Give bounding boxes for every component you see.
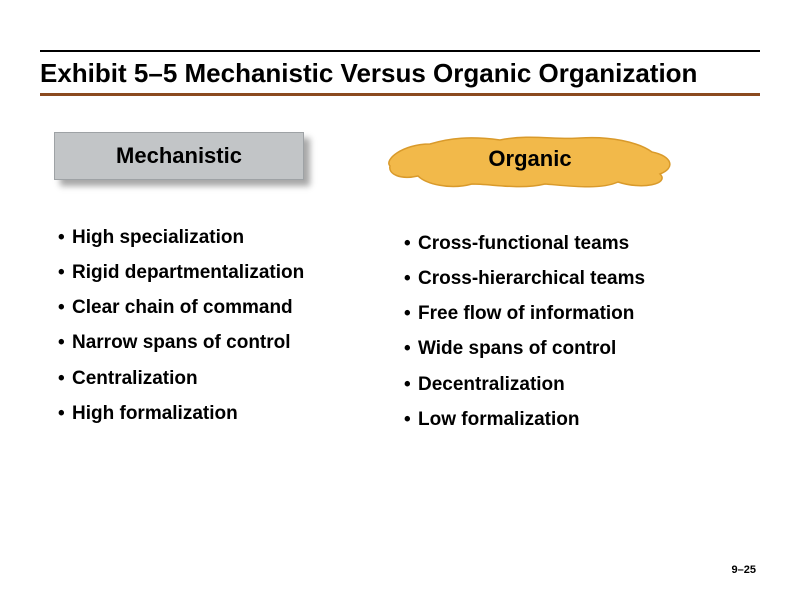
organic-header: Organic bbox=[380, 132, 680, 192]
list-item: Free flow of information bbox=[404, 296, 746, 331]
columns: Mechanistic High specialization Rigid de… bbox=[40, 132, 760, 437]
list-item: High formalization bbox=[58, 396, 400, 431]
list-item: Low formalization bbox=[404, 402, 746, 437]
list-item: Clear chain of command bbox=[58, 290, 400, 325]
page-number: 9–25 bbox=[732, 564, 756, 576]
organic-column: Organic Cross-functional teams Cross-hie… bbox=[400, 132, 746, 437]
title-rule: Exhibit 5–5 Mechanistic Versus Organic O… bbox=[40, 50, 760, 96]
list-item: Cross-functional teams bbox=[404, 226, 746, 261]
mechanistic-list: High specialization Rigid departmentaliz… bbox=[54, 220, 400, 431]
list-item: Decentralization bbox=[404, 367, 746, 402]
organic-header-label: Organic bbox=[380, 146, 680, 172]
list-item: High specialization bbox=[58, 220, 400, 255]
mechanistic-column: Mechanistic High specialization Rigid de… bbox=[54, 132, 400, 437]
list-item: Cross-hierarchical teams bbox=[404, 261, 746, 296]
list-item: Narrow spans of control bbox=[58, 325, 400, 360]
exhibit-title: Exhibit 5–5 Mechanistic Versus Organic O… bbox=[40, 58, 760, 89]
list-item: Wide spans of control bbox=[404, 331, 746, 366]
mechanistic-header: Mechanistic bbox=[54, 132, 304, 180]
list-item: Centralization bbox=[58, 361, 400, 396]
list-item: Rigid departmentalization bbox=[58, 255, 400, 290]
organic-list: Cross-functional teams Cross-hierarchica… bbox=[400, 226, 746, 437]
slide: Exhibit 5–5 Mechanistic Versus Organic O… bbox=[0, 0, 800, 457]
